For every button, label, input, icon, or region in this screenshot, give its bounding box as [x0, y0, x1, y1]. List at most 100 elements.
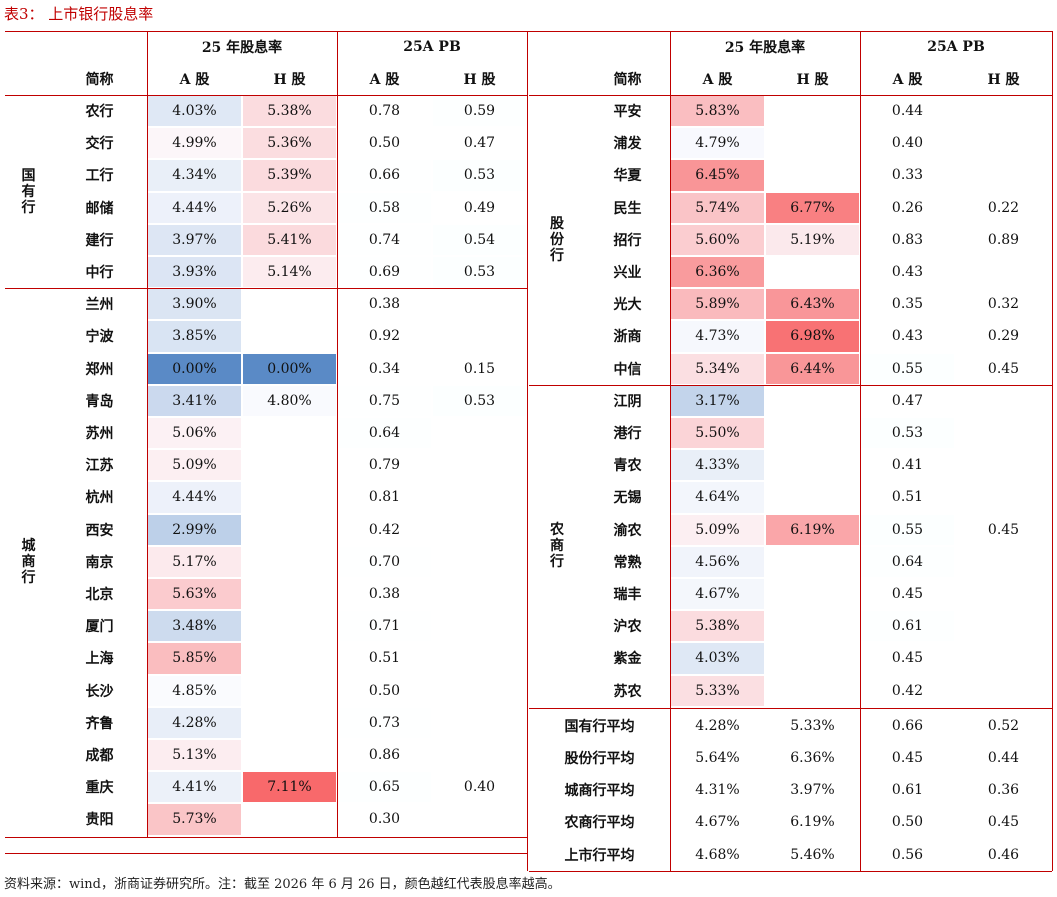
- heat-fill: [148, 804, 241, 835]
- pb-h-cell-text: 0.29: [987, 328, 1020, 345]
- heat-fill: [338, 289, 431, 320]
- dividend-a-cell-text: 5.89%: [695, 296, 740, 313]
- heat-fill: [148, 192, 241, 223]
- heat-fill: [671, 450, 764, 481]
- pb-a-cell: 0.70: [337, 546, 432, 578]
- bank-name: 中行: [52, 256, 147, 288]
- dividend-a-cell-text: 4.99%: [172, 135, 217, 152]
- dividend-h-cell: 6.43%: [765, 288, 860, 320]
- pb-a-cell: 0.40: [860, 127, 955, 159]
- bank-name-text: 兴业: [613, 265, 642, 282]
- bank-name: 紫金: [585, 642, 670, 674]
- average-name-text: 城商行平均: [564, 783, 635, 800]
- bank-name-text: 华夏: [613, 168, 642, 185]
- dividend-a-cell: 3.93%: [147, 256, 242, 288]
- pb-h-cell: [432, 578, 527, 610]
- dividend-h-cell: [765, 159, 860, 191]
- heat-fill: [243, 192, 336, 223]
- heat-fill: [861, 128, 954, 159]
- pb-a-cell: 0.69: [337, 256, 432, 288]
- dividend-a-cell-text: 3.90%: [172, 296, 217, 313]
- avg-pb-h-text: 0.45: [987, 814, 1020, 831]
- dividend-h-cell: 5.14%: [242, 256, 337, 288]
- pb-h-cell-text: 0.45: [987, 360, 1020, 377]
- bank-name-text: 常熟: [613, 554, 642, 571]
- pb-a-cell: 0.73: [337, 707, 432, 739]
- dividend-a-cell: 5.17%: [147, 546, 242, 578]
- bank-name-text: 齐鲁: [85, 715, 114, 732]
- bank-name: 无锡: [585, 481, 670, 513]
- bank-name-text: 宁波: [85, 329, 114, 346]
- heat-fill: [148, 257, 241, 288]
- pb-h-cell: 0.15: [432, 353, 527, 385]
- dividend-h-cell: 4.80%: [242, 385, 337, 417]
- dividend-h-cell-text: 6.98%: [790, 328, 835, 345]
- pb-a-cell-text: 0.43: [891, 264, 924, 281]
- avg-dividend-a: 4.28%: [670, 710, 765, 742]
- heat-fill: [433, 96, 526, 127]
- bank-name: 苏农: [585, 675, 670, 707]
- dividend-a-cell: 4.56%: [670, 546, 765, 578]
- dividend-a-cell-text: 5.09%: [695, 521, 740, 538]
- dividend-a-cell-text: 4.85%: [172, 682, 217, 699]
- avg-dividend-h-text: 5.33%: [790, 717, 835, 734]
- pb-a-cell: 0.61: [860, 610, 955, 642]
- dividend-a-cell-text: 2.99%: [172, 521, 217, 538]
- dividend-a-cell-text: 4.73%: [695, 328, 740, 345]
- right-header-div-a: A 股: [670, 63, 765, 95]
- pb-a-cell: 0.42: [337, 514, 432, 546]
- pb-h-cell: [432, 320, 527, 352]
- dividend-h-cell-text: 5.14%: [267, 264, 312, 281]
- pb-a-cell-text: 0.83: [891, 231, 924, 248]
- bank-name-text: 港行: [613, 426, 642, 443]
- heat-fill: [148, 579, 241, 610]
- heat-fill: [671, 257, 764, 288]
- right-header-pb-a: A 股: [860, 63, 955, 95]
- pb-a-cell-text: 0.40: [891, 135, 924, 152]
- pb-a-cell: 0.34: [337, 353, 432, 385]
- dividend-h-cell: [242, 449, 337, 481]
- avg-dividend-h-text: 6.36%: [790, 750, 835, 767]
- pb-h-cell: [955, 159, 1052, 191]
- avg-pb-h-text: 0.44: [987, 750, 1020, 767]
- heat-fill: [338, 128, 431, 159]
- dividend-h-cell: 5.36%: [242, 127, 337, 159]
- dividend-h-cell-text: 6.44%: [790, 360, 835, 377]
- avg-dividend-h: 6.19%: [765, 806, 860, 838]
- avg-dividend-a-text: 4.67%: [695, 814, 740, 831]
- dividend-a-cell: 5.13%: [147, 739, 242, 771]
- pb-a-cell: 0.38: [337, 578, 432, 610]
- dividend-a-cell-text: 5.09%: [172, 457, 217, 474]
- left-header-pb-a-text: A 股: [369, 72, 400, 88]
- bank-name: 华夏: [585, 159, 670, 191]
- left-header-name-text: 简称: [85, 72, 114, 88]
- heat-fill: [148, 385, 241, 416]
- heat-fill: [671, 160, 764, 191]
- avg-pb-h-text: 0.36: [987, 782, 1020, 799]
- bank-name: 上海: [52, 642, 147, 674]
- group-label: 国有行: [5, 95, 52, 288]
- table-title: 表3： 上市银行股息率: [4, 5, 154, 23]
- heat-fill: [671, 289, 764, 320]
- pb-a-cell-text: 0.42: [368, 521, 401, 538]
- dividend-a-cell-text: 5.73%: [172, 811, 217, 828]
- heat-fill: [861, 418, 954, 449]
- avg-dividend-h-text: 6.19%: [790, 814, 835, 831]
- avg-pb-a-text: 0.50: [891, 814, 924, 831]
- heat-fill: [861, 450, 954, 481]
- heat-fill: [671, 192, 764, 223]
- pb-h-cell: [432, 288, 527, 320]
- dividend-a-cell: 4.44%: [147, 481, 242, 513]
- dividend-a-cell: 5.63%: [147, 578, 242, 610]
- bank-name-text: 南京: [85, 554, 114, 571]
- heat-fill: [148, 643, 241, 674]
- heat-fill: [766, 353, 859, 384]
- avg-dividend-h: 5.46%: [765, 839, 860, 871]
- right-header-pb: 25A PB: [860, 31, 1052, 63]
- right-header-dividend: 25 年股息率: [670, 31, 860, 63]
- pb-h-cell: [432, 417, 527, 449]
- bank-name-text: 北京: [85, 587, 114, 604]
- pb-a-cell: 0.45: [860, 578, 955, 610]
- dividend-a-cell-text: 3.41%: [172, 392, 217, 409]
- dividend-a-cell: 5.33%: [670, 675, 765, 707]
